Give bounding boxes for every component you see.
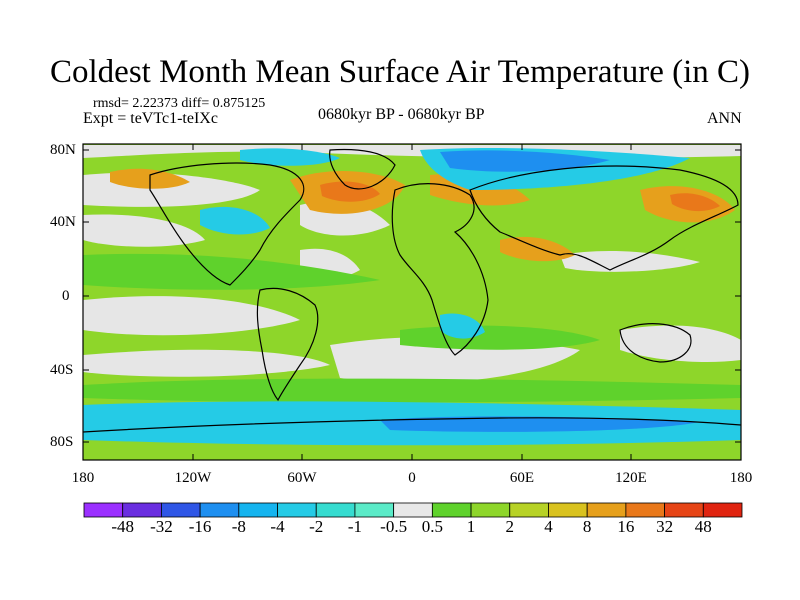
lon-label: 60W (287, 470, 317, 486)
colorbar-label: 48 (694, 517, 712, 536)
colorbar-swatch (431, 502, 472, 518)
coastlines (83, 148, 741, 433)
lon-label: 120E (615, 470, 647, 486)
lon-label: 180 (729, 470, 753, 486)
colorbar-label: -16 (188, 517, 212, 536)
colorbar-label: 4 (544, 517, 553, 536)
colorbar-label: 16 (617, 517, 635, 536)
colorbar-label: 8 (582, 517, 592, 536)
colorbar-swatch (702, 502, 743, 518)
colorbar-swatch (83, 502, 124, 518)
colorbar-swatch (470, 502, 511, 518)
colorbar-swatch (625, 502, 665, 518)
colorbar-swatch (586, 502, 627, 518)
lat-label: 80N (50, 142, 76, 158)
colorbar-label: -8 (231, 517, 246, 536)
strong-cold-regions (380, 150, 700, 432)
experiment-label: Expt = teVTc1-teIXc (83, 110, 218, 127)
colorbar-swatch (509, 502, 549, 518)
colorbar-label: -32 (150, 517, 173, 536)
colorbar-label: -1 (347, 517, 363, 536)
stats-label: rmsd= 2.22373 diff= 0.875125 (93, 96, 266, 111)
chart-title: Coldest Month Mean Surface Air Temperatu… (50, 54, 750, 90)
period-label: 0680kyr BP - 0680kyr BP (318, 106, 485, 123)
axis-ticks (82, 144, 742, 460)
lon-label: 120W (174, 470, 212, 486)
colorbar-swatch (277, 502, 317, 518)
lat-label: 40S (50, 362, 74, 378)
colorbar-label: -0.5 (380, 517, 408, 536)
colorbar-label: -48 (111, 517, 135, 536)
season-label: ANN (707, 110, 742, 127)
colorbar-swatch (315, 502, 356, 518)
colorbar-label: 1 (466, 517, 476, 536)
colorbar-label: -2 (309, 517, 324, 536)
colorbar-swatch (664, 502, 704, 518)
lon-label: 180 (71, 470, 95, 486)
colorbar-swatch (161, 502, 201, 518)
strong-warm-regions (320, 181, 720, 212)
colorbar-label: -4 (270, 517, 285, 536)
colorbar-label: 32 (656, 517, 674, 536)
colorbar-swatch (199, 502, 240, 518)
colorbar-swatch (238, 502, 278, 518)
colorbar-label: 0.5 (421, 517, 443, 536)
lat-label: 0 (62, 288, 70, 304)
lon-label: 60E (509, 470, 535, 486)
colorbar-label: 2 (505, 517, 515, 536)
colorbar-swatch (548, 502, 588, 518)
lon-label: 0 (408, 470, 416, 486)
colorbar (83, 502, 743, 518)
colorbar-swatch (354, 502, 395, 518)
colorbar-swatch (393, 502, 433, 518)
colorbar-swatch (122, 502, 162, 518)
lat-label: 40N (50, 214, 76, 230)
lat-label: 80S (50, 434, 74, 450)
